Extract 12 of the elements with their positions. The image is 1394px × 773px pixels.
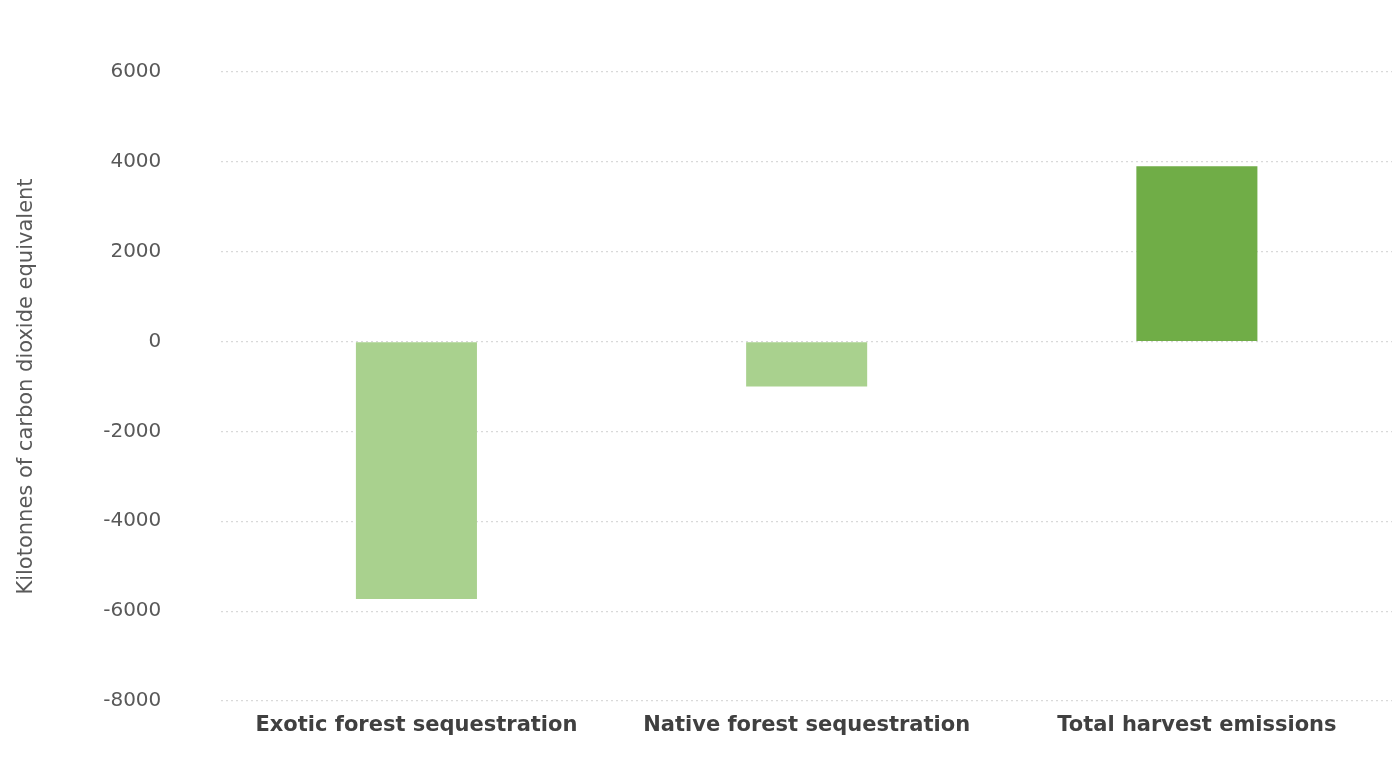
y-tick-label: -2000 [103,417,162,442]
x-tick-label: Native forest sequestration [643,712,971,737]
y-tick-label: -8000 [103,687,162,712]
y-tick-label: -4000 [103,507,162,532]
y-tick-label: 0 [148,327,162,352]
y-tick-label: 6000 [110,58,162,83]
y-tick-label: 4000 [110,148,162,173]
y-axis-title: Kilotonnes of carbon dioxide equivalent [13,178,38,595]
y-tick-label: 2000 [110,237,162,262]
x-tick-label: Total harvest emissions [1057,712,1337,737]
y-tick-label: -6000 [103,597,162,622]
x-tick-label: Exotic forest sequestration [255,712,578,737]
